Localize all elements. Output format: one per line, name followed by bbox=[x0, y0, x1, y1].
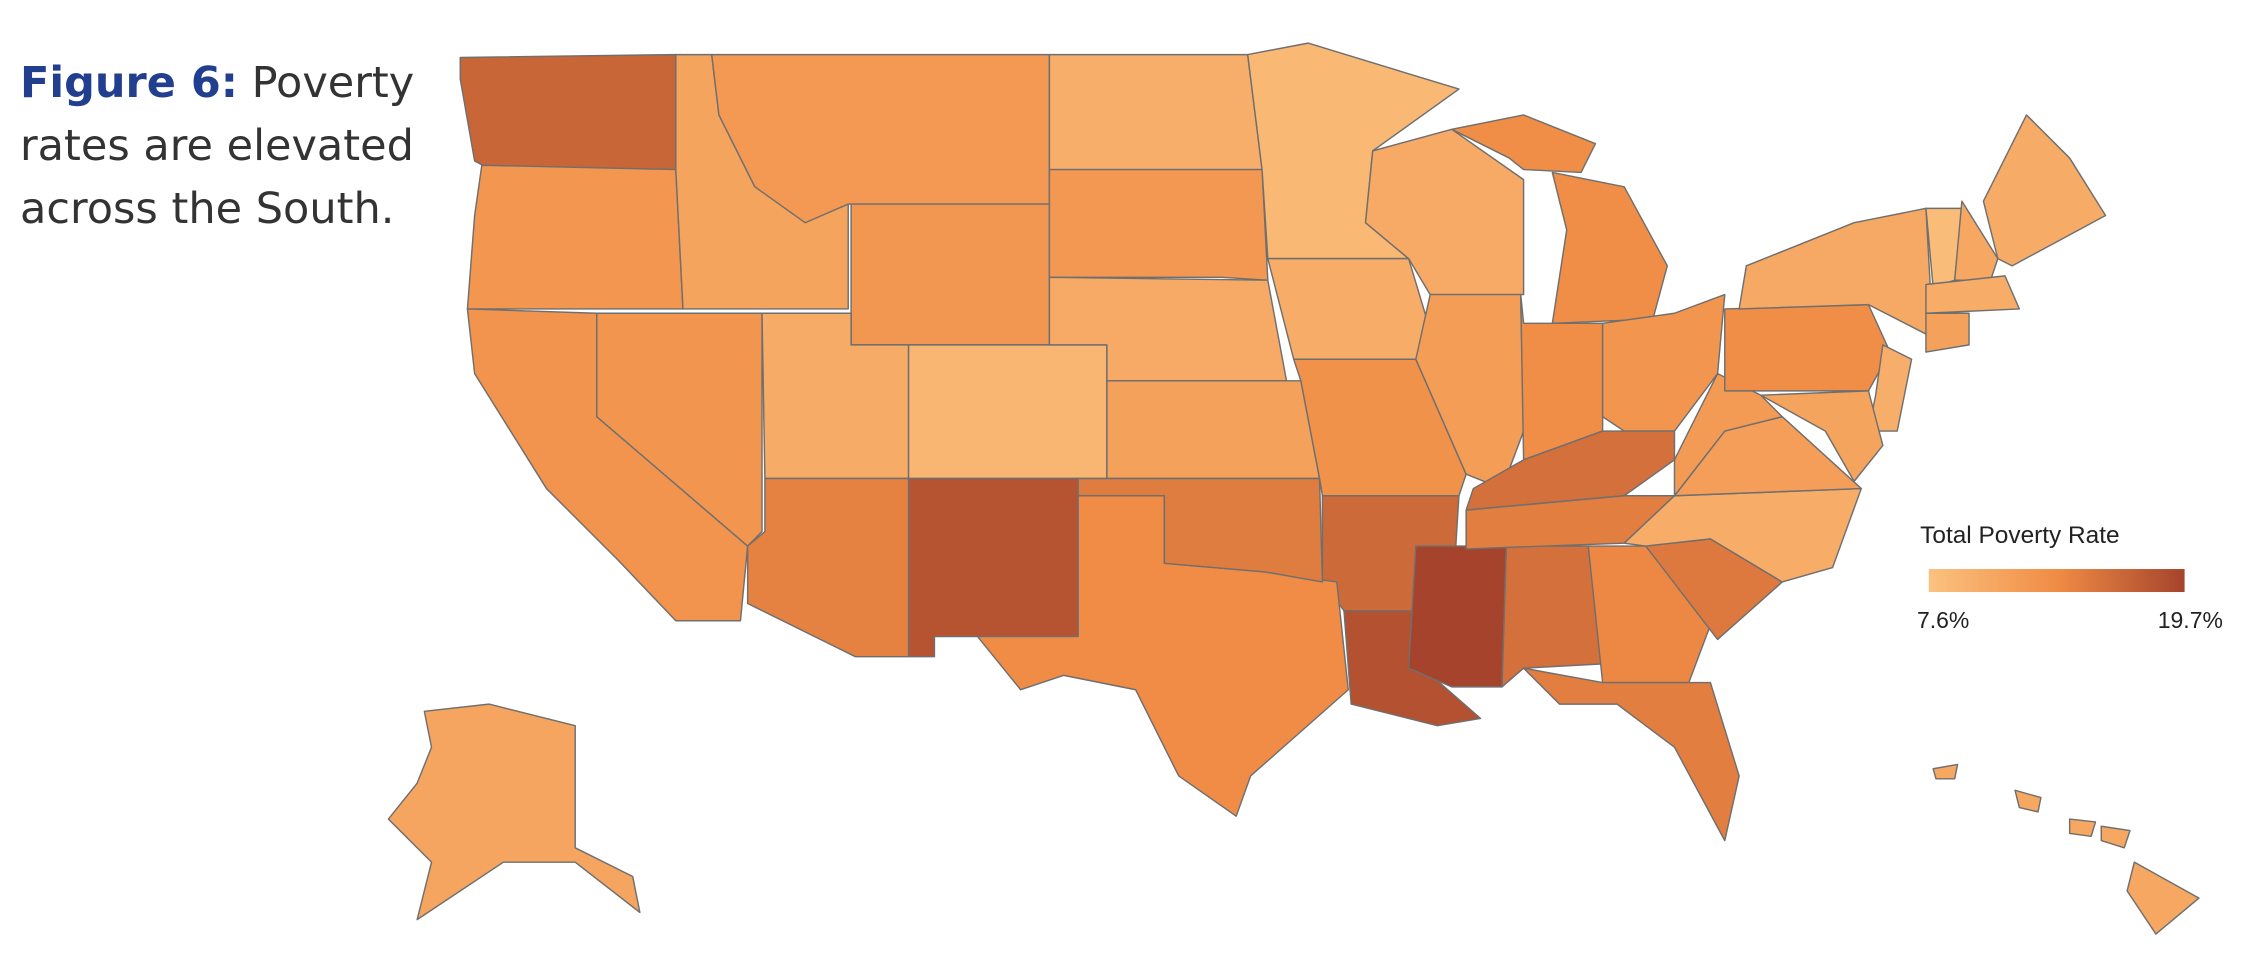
state bbox=[907, 477, 1079, 658]
state bbox=[1267, 257, 1431, 360]
legend-min-label: 7.6% bbox=[1917, 607, 1969, 633]
state-shape bbox=[1407, 545, 1508, 688]
state-shape bbox=[1048, 168, 1269, 281]
state bbox=[1048, 168, 1269, 281]
state bbox=[387, 703, 641, 921]
state-shape bbox=[2100, 825, 2131, 849]
state-shape bbox=[1551, 171, 1669, 325]
state bbox=[1601, 293, 1726, 432]
state-shape bbox=[596, 312, 763, 547]
state bbox=[746, 477, 910, 658]
state-shape bbox=[1106, 380, 1321, 480]
state-shape bbox=[1587, 545, 1712, 684]
state bbox=[1724, 303, 1891, 392]
legend-gradient bbox=[1928, 569, 2185, 593]
state-shape bbox=[1048, 53, 1263, 171]
state-shape bbox=[907, 477, 1079, 658]
state bbox=[1501, 545, 1604, 688]
state bbox=[907, 344, 1108, 480]
state bbox=[1932, 763, 2200, 935]
state bbox=[1673, 372, 1783, 497]
figure-label: Figure 6: bbox=[20, 58, 238, 108]
state bbox=[1982, 114, 2107, 267]
figure-title: Figure 6: Poverty rates are elevated acr… bbox=[20, 52, 440, 241]
state-shape bbox=[1601, 293, 1726, 432]
legend-max-label: 19.7% bbox=[2158, 607, 2223, 633]
state bbox=[1522, 667, 1740, 842]
state-shape bbox=[1522, 667, 1740, 842]
state-shape bbox=[1925, 312, 1970, 353]
state bbox=[1587, 545, 1712, 684]
state-shape bbox=[1501, 545, 1604, 688]
state-shape bbox=[1077, 477, 1324, 583]
state-shape bbox=[746, 477, 910, 658]
state bbox=[1925, 275, 2021, 314]
states bbox=[387, 42, 2200, 935]
state bbox=[1077, 477, 1324, 583]
state-shape bbox=[1982, 114, 2107, 267]
state-shape bbox=[2068, 818, 2097, 838]
state bbox=[1106, 380, 1321, 480]
state-shape bbox=[1759, 390, 1884, 483]
title-text: Poverty rates are elevated across the So… bbox=[20, 58, 415, 234]
state-shape bbox=[1267, 257, 1431, 360]
state bbox=[1451, 114, 1669, 325]
state-shape bbox=[907, 344, 1108, 480]
state bbox=[1407, 545, 1508, 688]
state-shape bbox=[466, 164, 684, 310]
state bbox=[1867, 344, 1913, 432]
state-shape bbox=[1867, 344, 1913, 432]
state-shape bbox=[1451, 114, 1597, 174]
state-shape bbox=[2014, 789, 2042, 813]
state bbox=[466, 164, 684, 310]
state-shape bbox=[2126, 861, 2200, 935]
state bbox=[850, 203, 1051, 346]
state-shape bbox=[1932, 763, 1959, 780]
state bbox=[1925, 312, 1970, 353]
state-shape bbox=[1724, 303, 1891, 392]
state-shape bbox=[1925, 275, 2021, 314]
state-shape bbox=[850, 203, 1051, 346]
legend-title: Total Poverty Rate bbox=[1920, 522, 2119, 549]
state bbox=[1048, 53, 1263, 171]
state bbox=[1759, 390, 1884, 483]
state-shape bbox=[1673, 372, 1783, 497]
state-shape bbox=[459, 53, 677, 185]
state-shape bbox=[387, 703, 641, 921]
state bbox=[459, 53, 677, 185]
state bbox=[596, 312, 763, 547]
